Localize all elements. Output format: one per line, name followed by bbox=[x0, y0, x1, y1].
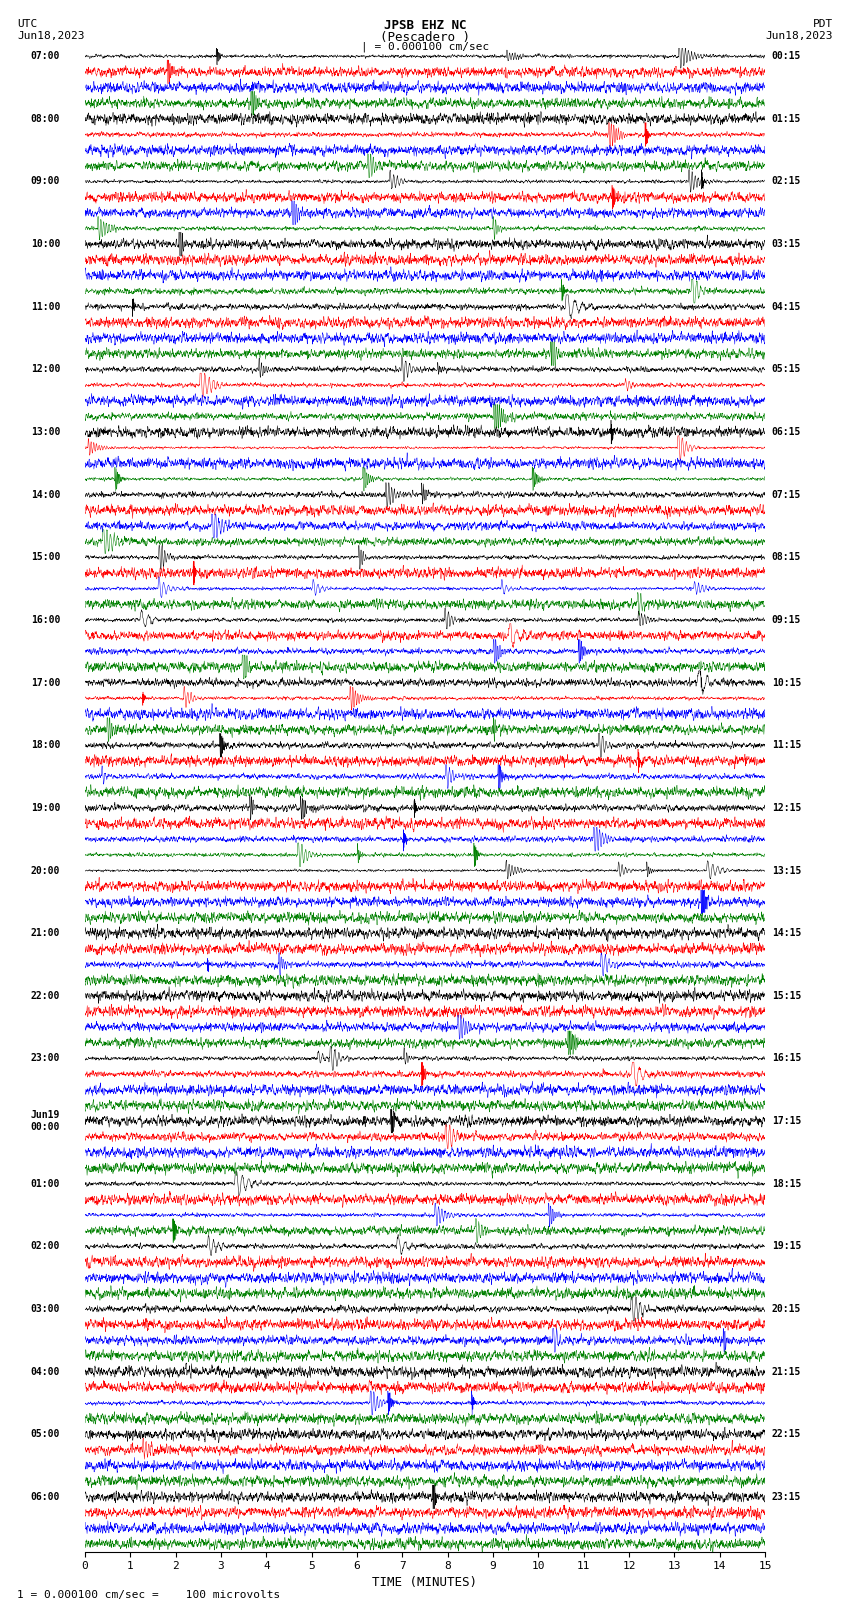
Text: 19:00: 19:00 bbox=[31, 803, 60, 813]
Text: 08:15: 08:15 bbox=[772, 552, 802, 563]
Text: 22:00: 22:00 bbox=[31, 990, 60, 1000]
Text: 15:15: 15:15 bbox=[772, 990, 802, 1000]
Text: 07:00: 07:00 bbox=[31, 52, 60, 61]
Text: Jun18,2023: Jun18,2023 bbox=[17, 31, 84, 40]
Text: UTC: UTC bbox=[17, 19, 37, 29]
Text: 05:00: 05:00 bbox=[31, 1429, 60, 1439]
Text: 20:00: 20:00 bbox=[31, 866, 60, 876]
Text: 11:15: 11:15 bbox=[772, 740, 802, 750]
Text: 02:00: 02:00 bbox=[31, 1242, 60, 1252]
Text: PDT: PDT bbox=[813, 19, 833, 29]
X-axis label: TIME (MINUTES): TIME (MINUTES) bbox=[372, 1576, 478, 1589]
Text: 18:00: 18:00 bbox=[31, 740, 60, 750]
Text: 17:00: 17:00 bbox=[31, 677, 60, 687]
Text: 23:15: 23:15 bbox=[772, 1492, 802, 1502]
Text: 1 = 0.000100 cm/sec =    100 microvolts: 1 = 0.000100 cm/sec = 100 microvolts bbox=[17, 1590, 280, 1600]
Text: 07:15: 07:15 bbox=[772, 490, 802, 500]
Text: 20:15: 20:15 bbox=[772, 1303, 802, 1315]
Text: 03:00: 03:00 bbox=[31, 1303, 60, 1315]
Text: 13:00: 13:00 bbox=[31, 427, 60, 437]
Text: 16:15: 16:15 bbox=[772, 1053, 802, 1063]
Text: 03:15: 03:15 bbox=[772, 239, 802, 248]
Text: 09:15: 09:15 bbox=[772, 615, 802, 624]
Text: (Pescadero ): (Pescadero ) bbox=[380, 31, 470, 44]
Text: 15:00: 15:00 bbox=[31, 552, 60, 563]
Text: 21:00: 21:00 bbox=[31, 927, 60, 939]
Text: 06:00: 06:00 bbox=[31, 1492, 60, 1502]
Text: 19:15: 19:15 bbox=[772, 1242, 802, 1252]
Text: 08:00: 08:00 bbox=[31, 115, 60, 124]
Text: 13:15: 13:15 bbox=[772, 866, 802, 876]
Text: 14:00: 14:00 bbox=[31, 490, 60, 500]
Text: 09:00: 09:00 bbox=[31, 176, 60, 187]
Text: | = 0.000100 cm/sec: | = 0.000100 cm/sec bbox=[361, 42, 489, 53]
Text: 04:15: 04:15 bbox=[772, 302, 802, 311]
Text: Jun18,2023: Jun18,2023 bbox=[766, 31, 833, 40]
Text: 21:15: 21:15 bbox=[772, 1366, 802, 1376]
Text: 06:15: 06:15 bbox=[772, 427, 802, 437]
Text: JPSB EHZ NC: JPSB EHZ NC bbox=[383, 19, 467, 32]
Text: 00:15: 00:15 bbox=[772, 52, 802, 61]
Text: 02:15: 02:15 bbox=[772, 176, 802, 187]
Text: 12:00: 12:00 bbox=[31, 365, 60, 374]
Text: 22:15: 22:15 bbox=[772, 1429, 802, 1439]
Text: 23:00: 23:00 bbox=[31, 1053, 60, 1063]
Text: 04:00: 04:00 bbox=[31, 1366, 60, 1376]
Text: 14:15: 14:15 bbox=[772, 927, 802, 939]
Text: 05:15: 05:15 bbox=[772, 365, 802, 374]
Text: 12:15: 12:15 bbox=[772, 803, 802, 813]
Text: 01:00: 01:00 bbox=[31, 1179, 60, 1189]
Text: 11:00: 11:00 bbox=[31, 302, 60, 311]
Text: 16:00: 16:00 bbox=[31, 615, 60, 624]
Text: 10:00: 10:00 bbox=[31, 239, 60, 248]
Text: 10:15: 10:15 bbox=[772, 677, 802, 687]
Text: 01:15: 01:15 bbox=[772, 115, 802, 124]
Text: 18:15: 18:15 bbox=[772, 1179, 802, 1189]
Text: Jun19
00:00: Jun19 00:00 bbox=[31, 1110, 60, 1132]
Text: 17:15: 17:15 bbox=[772, 1116, 802, 1126]
